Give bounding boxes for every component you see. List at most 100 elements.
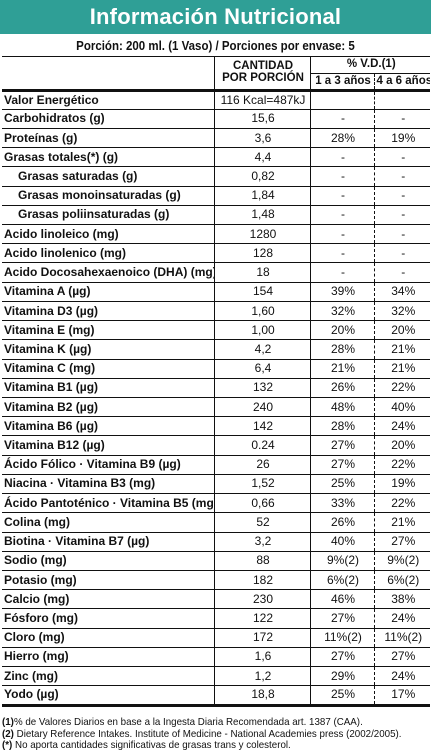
- footnote-text: % de Valores Diarios en base a la Ingest…: [13, 716, 363, 728]
- table-row: Colina (mg) 52 26% 21%: [2, 512, 431, 533]
- vd-1-3-years: 25%: [309, 685, 374, 707]
- table-row: Zinc (mg) 1,2 29% 24%: [2, 666, 431, 686]
- vd-1-3-years: -: [309, 166, 374, 187]
- nutrient-name: Biotina · Vitamina B7 (µg): [2, 531, 214, 552]
- nutrient-name: Acido linolenico (mg): [2, 243, 214, 263]
- vd-4-6-years: 21%: [373, 512, 431, 533]
- table-row: Ácido Pantoténico · Vitamina B5 (mg) 0,66…: [2, 493, 431, 513]
- vd-1-3-years: [309, 88, 374, 110]
- vd-4-6-years: 6%(2): [373, 569, 431, 590]
- footnote-mark: (*): [2, 739, 13, 751]
- nutrient-amount: 1,48: [213, 204, 310, 225]
- portion-text: Porción: 200 ml. (1 Vaso) / Porciones po…: [76, 39, 355, 53]
- vd-4-6-years: 20%: [373, 320, 431, 340]
- vd-4-6-years: -: [373, 108, 431, 129]
- table-row: Biotina · Vitamina B7 (µg) 3,2 40% 27%: [2, 531, 431, 552]
- nutrient-name: Ácido Pantoténico · Vitamina B5 (mg): [2, 493, 214, 513]
- vd-4-6-years: 17%: [373, 685, 431, 707]
- vd-4-6-years: 24%: [373, 416, 431, 436]
- footnote: (*) No aporta cantidades significativas …: [2, 739, 400, 752]
- vd-4-6-years: 34%: [373, 281, 431, 302]
- vd-4-6-years: 24%: [373, 666, 431, 686]
- table-row: Acido Docosahexaenoico (DHA) (mg) 18- -: [2, 262, 431, 283]
- nutrient-name: Colina (mg): [2, 512, 214, 533]
- nutrient-name: Grasas monoinsaturadas (g): [2, 185, 214, 206]
- vd-1-3-years: -: [309, 224, 374, 244]
- nutrient-name: Yodo (µg): [2, 685, 214, 707]
- table-row: Vitamina A (µg) 154 39% 34%: [2, 281, 431, 302]
- nutrient-amount: 15,6: [213, 108, 310, 129]
- nutrient-amount: 6,4: [213, 358, 310, 379]
- table-row: Grasas poliinsaturadas (g) 1,48- -: [2, 204, 431, 225]
- vd-1-3-years: 32%: [309, 300, 374, 321]
- vd-1-3-years: 27%: [309, 454, 374, 475]
- nutrient-amount: 128: [213, 243, 310, 263]
- vd-4-6-years: 27%: [373, 531, 431, 552]
- table-row: Vitamina D3 (µg) 1,60 32% 32%: [2, 300, 431, 321]
- table-row: Cloro (mg) 172 11%(2) 11%(2): [2, 627, 431, 648]
- nutrient-name: Vitamina K (µg): [2, 339, 214, 360]
- nutrient-amount: 132: [213, 377, 310, 398]
- vd-4-6-years: 20%: [373, 435, 431, 456]
- nutrient-name: Proteínas (g): [2, 127, 214, 148]
- nutrient-name: Grasas poliinsaturadas (g): [2, 204, 214, 225]
- nutrient-amount: 0,82: [213, 166, 310, 187]
- nutrient-name: Calcio (mg): [2, 589, 214, 609]
- footnote-mark: (2): [2, 727, 14, 740]
- vd-1-3-years: 25%: [309, 473, 374, 494]
- nutrient-amount: 1,60: [213, 300, 310, 321]
- vd-1-3-years: 26%: [309, 377, 374, 398]
- vd-4-6-years: 24%: [373, 608, 431, 629]
- vd-4-6-years: -: [373, 262, 431, 283]
- table-row: Valor Energético 116 Kcal=487kJ: [2, 88, 431, 110]
- nutrient-amount: 3,2: [213, 531, 310, 552]
- table-row: Fósforo (mg) 122 27% 24%: [2, 608, 431, 629]
- vd-1-3-years: 20%: [309, 320, 374, 340]
- nutrient-amount: 1,52: [213, 473, 310, 494]
- footnotes: (1)% de Valores Diarios en base a la Ing…: [2, 716, 430, 752]
- nutrient-name: Carbohidratos (g): [2, 108, 214, 129]
- vd-4-6-years: 19%: [373, 473, 431, 494]
- nutrient-amount: 240: [213, 396, 310, 417]
- nutrient-amount: 4,4: [213, 147, 310, 167]
- nutrient-amount: 1,00: [213, 320, 310, 340]
- nutrient-amount: 1,2: [213, 666, 310, 686]
- nutrient-amount: 230: [213, 589, 310, 609]
- vd-1-3-years: -: [309, 185, 374, 206]
- nutrient-name: Vitamina C (mg): [2, 358, 214, 379]
- vd-4-6-years: 9%(2): [373, 550, 431, 571]
- vd-1-3-years: 21%: [309, 358, 374, 379]
- nutrient-name: Niacina · Vitamina B3 (mg): [2, 473, 214, 494]
- vd-1-3-years: 39%: [309, 281, 374, 302]
- vd-4-6-years: 32%: [373, 300, 431, 321]
- header-blank: [2, 56, 214, 73]
- table-row: Calcio (mg) 230 46% 38%: [2, 589, 431, 609]
- table-row: Vitamina C (mg) 6,4 21% 21%: [2, 358, 431, 379]
- vd-4-6-years: 22%: [373, 493, 431, 513]
- vd-4-6-years: 27%: [373, 646, 431, 667]
- vd-4-6-years: 19%: [373, 127, 431, 148]
- nutrient-name: Vitamina B6 (µg): [2, 416, 214, 436]
- nutrient-name: Vitamina D3 (µg): [2, 300, 214, 321]
- vd-1-3-years: -: [309, 243, 374, 263]
- vd-1-3-years: 46%: [309, 589, 374, 609]
- nutrient-name: Zinc (mg): [2, 666, 214, 686]
- vd-1-3-years: 27%: [309, 646, 374, 667]
- table-row: Potasio (mg) 182 6%(2) 6%(2): [2, 569, 431, 590]
- nutrient-name: Sodio (mg): [2, 550, 214, 571]
- nutrient-amount: 154: [213, 281, 310, 302]
- vd-header-4-6: 4 a 6 años: [373, 73, 431, 90]
- vd-4-6-years: 40%: [373, 396, 431, 417]
- vd-4-6-years: -: [373, 243, 431, 263]
- nutrient-amount: 4,2: [213, 339, 310, 360]
- vd-1-3-years: 11%(2): [309, 627, 374, 648]
- nutrient-name: Hierro (mg): [2, 646, 214, 667]
- portion-info: Porción: 200 ml. (1 Vaso) / Porciones po…: [17, 37, 414, 55]
- table-row: Niacina · Vitamina B3 (mg) 1,52 25% 19%: [2, 473, 431, 494]
- amount-header: CANTIDAD POR PORCIÓN: [213, 56, 310, 90]
- nutrient-name: Vitamina B12 (µg): [2, 435, 214, 456]
- footnote-mark: (1): [2, 716, 14, 728]
- vd-1-3-years: 9%(2): [309, 550, 374, 571]
- table-row: Grasas monoinsaturadas (g) 1,84- -: [2, 185, 431, 206]
- table-row: Acido linoleico (mg) 1280- -: [2, 224, 431, 244]
